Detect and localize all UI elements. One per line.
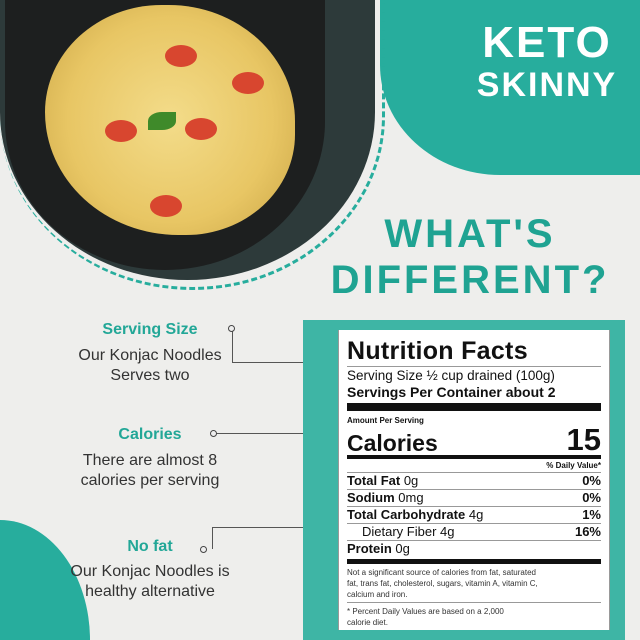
tomato [185,118,217,140]
nutrient-amount: 0mg [398,490,424,505]
nutrient-name: Protein [347,541,392,556]
callout-body: Our Konjac Noodles Serves two [78,347,222,384]
nutrition-note: Not a significant source of calories fro… [347,564,601,603]
callout-body: There are almost 8 calories per serving [80,452,220,489]
connector-line [212,527,213,549]
tomato [165,45,197,67]
serving-size: Serving Size ½ cup drained (100g) [347,368,555,383]
connector-dot [228,325,235,332]
connector-line [232,329,233,362]
nutrient-row: Total Carbohydrate 4g 1% [347,507,601,524]
nutrient-dv: 0% [582,490,601,505]
connector-line [212,527,342,528]
nutrient-name: Sodium [347,490,395,505]
nutrient-dv: 0% [582,473,601,488]
teal-blob-top-right [380,0,640,175]
connector-line [232,362,342,363]
tomato [105,120,137,142]
nutrient-name: Total Carbohydrate [347,507,466,522]
basil-leaf [148,112,176,130]
connector-dot [200,546,207,553]
brand-line-2: SKINNY [476,66,618,104]
nutrient-row: Protein 0g [347,541,601,564]
nutrient-row: Total Fat 0g 0% [347,473,601,490]
nutrition-facts-label: Nutrition Facts Serving Size ½ cup drain… [338,330,610,630]
nutrient-dv: 1% [582,507,601,522]
nutrient-name: Dietary Fiber [362,524,437,539]
calories-row: Calories 15 [347,422,601,459]
callout-title: Serving Size [102,321,198,338]
headline-line-2: DIFFERENT? [330,258,610,302]
connector-dot [210,430,217,437]
calories-value: 15 [566,422,601,457]
servings-per-container: Servings Per Container about 2 [347,384,601,411]
callout-body: Our Konjac Noodles is healthy alternativ… [70,563,230,600]
nutrient-name: Total Fat [347,473,401,488]
nutrient-row: Dietary Fiber 4g 16% [347,524,601,541]
callout-title: Calories [118,426,182,443]
nutrition-footnote: * Percent Daily Values are based on a 2,… [347,607,504,627]
tomato [150,195,182,217]
calories-label: Calories [347,430,438,456]
brand-line-1: KETO [482,18,612,67]
connector-line [216,433,342,434]
amount-per-serving: Amount Per Serving [347,416,424,425]
headline-line-1: WHAT'S [384,212,556,256]
nutrient-amount: 0g [395,541,410,556]
nutrient-amount: 4g [468,507,484,522]
daily-value-header: % Daily Value* [347,459,601,473]
callout-title: No fat [127,538,173,555]
nutrient-row: Sodium 0mg 0% [347,490,601,507]
nutrient-amount: 0g [403,473,419,488]
nutrient-dv: 16% [574,524,601,539]
tomato [232,72,264,94]
nutrient-amount: 4g [440,524,455,539]
nutrition-title: Nutrition Facts [347,336,601,367]
